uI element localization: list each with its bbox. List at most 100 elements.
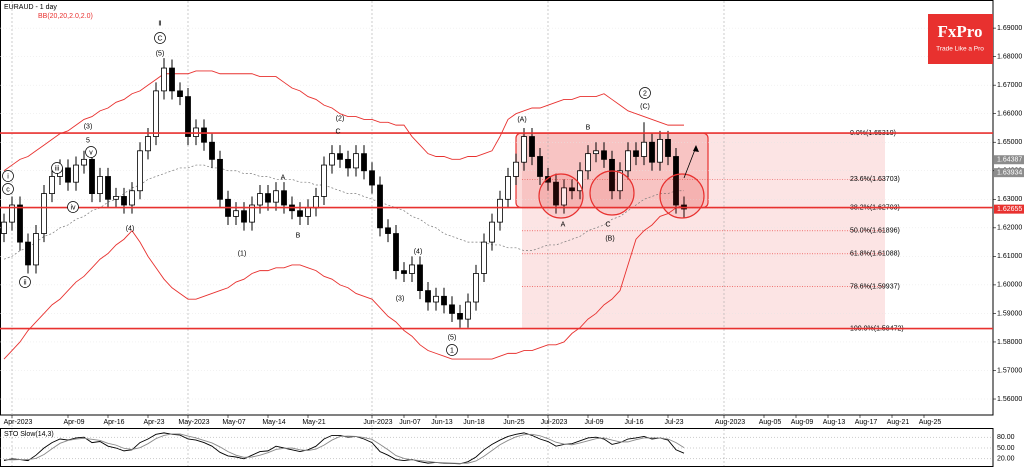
candle-body: [273, 190, 279, 203]
fib-label: 78.6%(1.59937): [850, 284, 900, 291]
x-tick-label: Apr-16: [103, 419, 124, 426]
current-price-bg: [994, 204, 1024, 214]
x-tick-label: Aug-17: [855, 419, 878, 426]
wave-circle: [19, 276, 31, 288]
candle-body: [457, 313, 463, 320]
wave-label: (2): [336, 115, 345, 122]
wave-label: ii: [23, 279, 27, 286]
candle-body: [185, 96, 191, 137]
wave-label: (C): [640, 103, 650, 110]
wave-circle: [85, 146, 97, 158]
wave-label: 5: [86, 137, 90, 144]
x-tick-label: May-14: [262, 419, 285, 426]
wave-label: (5): [448, 334, 457, 341]
x-tick-label: Apr-09: [63, 419, 84, 426]
wave-label: B: [296, 232, 301, 239]
y-tick-label: 1.61000: [997, 253, 1022, 260]
wave-circle: [51, 162, 63, 174]
stoch-title: STO Slow(14,3): [4, 431, 54, 438]
candle-body: [473, 273, 479, 303]
stoch-line: [3, 433, 685, 464]
candle-body: [481, 241, 487, 274]
wave-label: (3): [84, 123, 93, 130]
candle-body: [609, 158, 615, 192]
candle-body: [217, 158, 223, 200]
x-tick-label: Apr-2023: [4, 419, 33, 426]
candle-body: [73, 164, 79, 183]
x-tick-label: Aug-2023: [715, 419, 745, 426]
x-tick-label: Aug-09: [791, 419, 814, 426]
fib-label: 61.8%(1.61088): [850, 251, 900, 258]
candle-body: [529, 136, 535, 157]
candle-body: [209, 141, 215, 160]
candle-body: [433, 295, 439, 303]
x-tick-label: Jul-16: [624, 419, 643, 426]
candle-body: [553, 181, 559, 206]
y-tick-label: 1.67000: [997, 82, 1022, 89]
y-tick-label: 1.62000: [997, 225, 1022, 232]
x-tick-label: Jun-2023: [363, 419, 392, 426]
wave-label: (4): [126, 225, 135, 232]
candle-body: [297, 210, 303, 217]
wave-label: C: [605, 221, 610, 228]
candle-body: [441, 295, 447, 306]
candle-body: [257, 193, 263, 206]
fib-label: 23.6%(1.63703): [850, 176, 900, 183]
highlight-circle: [538, 173, 584, 219]
candle-body: [657, 138, 663, 163]
candle-body: [345, 158, 351, 169]
x-tick-label: Aug-05: [759, 419, 782, 426]
price-tag: 1.64387: [997, 157, 1022, 164]
y-tick-label: 1.65000: [997, 139, 1022, 146]
candle-body: [161, 67, 167, 92]
candle-body: [361, 153, 367, 172]
x-tick-label: Jun-25: [503, 419, 525, 426]
x-tick-label: May-07: [222, 419, 245, 426]
price-tag-bg: [994, 168, 1024, 178]
y-tick-label: 1.63000: [997, 196, 1022, 203]
wave-circle: [2, 170, 14, 182]
candle-body: [633, 150, 639, 157]
candle-body: [33, 233, 39, 266]
chart-title: EURAUD - 1 day: [4, 4, 57, 11]
candle-body: [649, 141, 655, 163]
candle-body: [265, 193, 271, 203]
candle-body: [49, 176, 55, 194]
candle-body: [369, 170, 375, 186]
wave-label: iii: [55, 165, 60, 172]
wave-label: 2: [643, 90, 647, 97]
candle-body: [137, 150, 143, 192]
y-tick-label: 1.60000: [997, 282, 1022, 289]
wave-label: A: [281, 174, 286, 181]
candle-body: [601, 150, 607, 160]
wave-label: Ⅱ: [158, 20, 161, 27]
candle-body: [625, 150, 631, 172]
x-tick-label: Aug-13: [823, 419, 846, 426]
y-tick-label: 1.56000: [997, 396, 1022, 403]
wave-label: iv: [70, 204, 76, 211]
wave-label: (A): [517, 116, 526, 123]
candle-body: [505, 176, 511, 200]
wave-label: (3): [396, 295, 405, 302]
fib-label: 50.0%(1.61896): [850, 228, 900, 235]
y-tick-label: 1.69000: [997, 25, 1022, 32]
candle-body: [673, 156, 679, 206]
candle-body: [569, 187, 575, 192]
stoch-tick-label: 20.00: [997, 456, 1015, 463]
band-upper: [3, 70, 684, 172]
candle-body: [449, 304, 455, 314]
x-tick-label: Jul-23: [664, 419, 683, 426]
y-tick-label: 1.58000: [997, 339, 1022, 346]
candle-body: [513, 161, 519, 177]
candle-body: [105, 176, 111, 200]
candle-body: [489, 221, 495, 243]
candle-body: [585, 153, 591, 172]
x-tick-label: Aug-21: [887, 419, 910, 426]
candle-body: [89, 158, 95, 194]
candle-body: [417, 264, 423, 292]
wave-circle: [67, 201, 79, 213]
indicator-label: BB(20,20,2.0,2.0): [38, 13, 93, 20]
candle-body: [377, 184, 383, 229]
